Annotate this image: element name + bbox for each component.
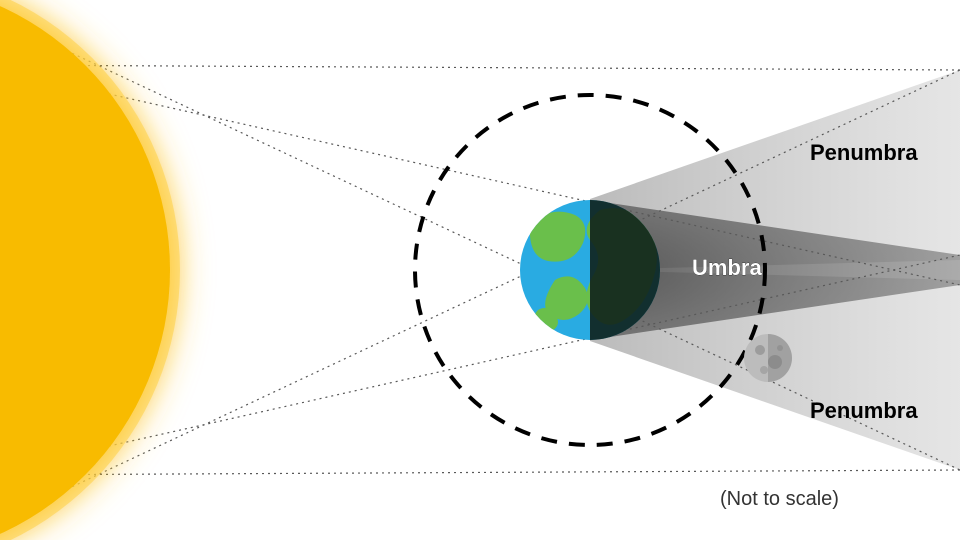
- sun-icon: [0, 0, 180, 540]
- scale-note: (Not to scale): [720, 488, 839, 510]
- penumbra-top-label: Penumbra: [810, 140, 918, 165]
- eclipse-diagram: Umbra Penumbra Penumbra (Not to scale): [0, 0, 960, 540]
- umbra-label: Umbra: [692, 255, 762, 280]
- penumbra-bottom-label: Penumbra: [810, 398, 918, 423]
